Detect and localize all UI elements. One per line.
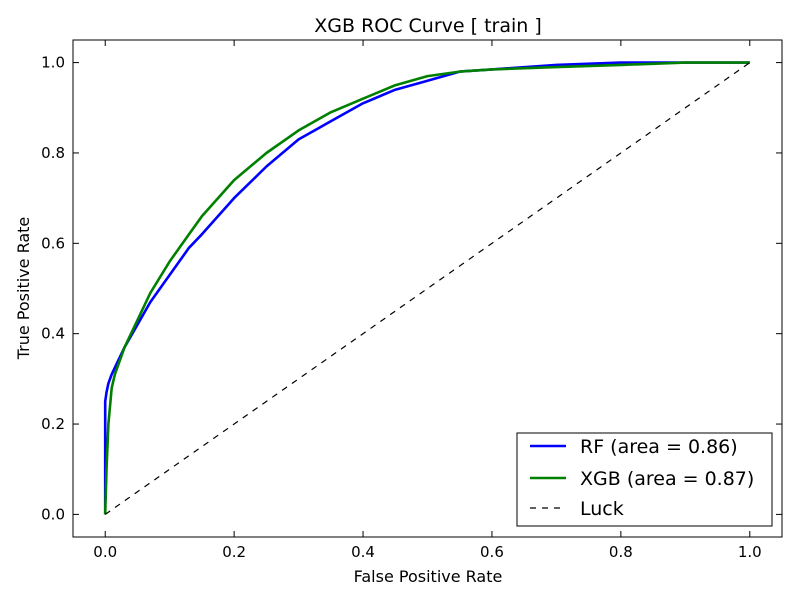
x-tick-label: 0.0 <box>93 543 117 561</box>
x-tick-label: 0.2 <box>222 543 246 561</box>
legend-label-luck: Luck <box>580 498 624 520</box>
ticks-layer: 0.0 0.2 0.4 0.6 0.8 1.0 0.0 0.2 0.4 0.6 0.8 1.0 <box>41 40 782 561</box>
legend-label-rf: RF (area = 0.86) <box>580 436 738 458</box>
x-tick-label: 1.0 <box>738 543 762 561</box>
series-layer <box>103 61 751 515</box>
legend-box <box>516 432 773 527</box>
legend-label-xgb: XGB (area = 0.87) <box>580 468 754 490</box>
chart-title: XGB ROC Curve [ train ] <box>314 15 542 37</box>
xgb-roc-line <box>103 61 750 515</box>
y-tick-label: 0.4 <box>41 325 65 343</box>
y-tick-label: 0.0 <box>41 505 65 523</box>
x-axis-title: False Positive Rate <box>354 567 503 586</box>
plot-frame <box>72 39 783 538</box>
x-tick-label: 0.8 <box>609 543 633 561</box>
y-axis-title: True Positive Rate <box>14 217 33 361</box>
legend: RF (area = 0.86) XGB (area = 0.87) Luck <box>516 432 773 527</box>
x-tick-label: 0.4 <box>351 543 375 561</box>
y-tick-label: 0.6 <box>41 234 65 252</box>
x-tick-label: 0.6 <box>480 543 504 561</box>
y-tick-label: 0.2 <box>41 415 65 433</box>
y-tick-label: 1.0 <box>41 54 65 72</box>
y-tick-label: 0.8 <box>41 144 65 162</box>
